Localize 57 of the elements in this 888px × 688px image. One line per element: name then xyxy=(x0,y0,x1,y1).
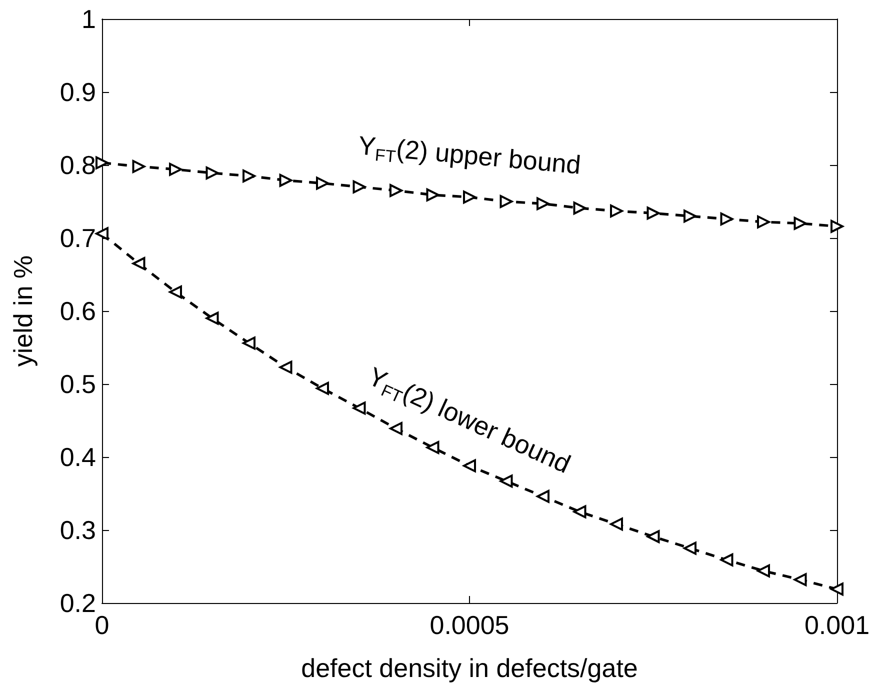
point xyxy=(426,188,440,202)
point xyxy=(536,490,550,503)
point xyxy=(206,166,219,180)
point xyxy=(352,402,366,415)
point xyxy=(720,553,734,566)
point xyxy=(390,184,402,198)
y-tick-label: 0.3 xyxy=(60,515,96,545)
point xyxy=(242,169,256,182)
y-tick-label: 1 xyxy=(82,4,96,34)
point xyxy=(426,441,440,454)
point xyxy=(500,474,513,488)
point xyxy=(757,564,770,578)
point xyxy=(316,176,329,190)
point xyxy=(279,360,292,374)
x-tick-label: 0.0005 xyxy=(430,610,510,640)
point xyxy=(242,336,256,350)
point xyxy=(132,160,146,173)
x-tick-label: 0.001 xyxy=(804,610,870,640)
point xyxy=(757,215,770,228)
point xyxy=(169,162,182,176)
point xyxy=(132,257,146,270)
point xyxy=(206,312,219,325)
x-axis-title: defect density in defects/gate xyxy=(301,653,638,683)
y-tick-label: 0.2 xyxy=(60,588,96,618)
text: Y$_{FT}$(2) upper bound xyxy=(357,130,582,180)
point xyxy=(536,197,550,210)
point xyxy=(720,212,734,226)
point xyxy=(830,220,844,233)
point xyxy=(316,382,329,395)
point xyxy=(610,518,623,531)
y-tick-label: 0.5 xyxy=(60,369,96,399)
point xyxy=(169,286,182,299)
point xyxy=(573,505,586,518)
point xyxy=(794,573,807,586)
point xyxy=(794,216,807,230)
point xyxy=(352,180,366,194)
y-tick-label: 0.8 xyxy=(60,150,96,180)
point xyxy=(500,195,513,208)
point xyxy=(646,530,660,544)
point xyxy=(684,542,696,555)
y-tick-label: 0.7 xyxy=(60,223,96,253)
point xyxy=(390,422,402,436)
point xyxy=(96,227,108,240)
point xyxy=(279,174,292,187)
y-tick-label: 0.4 xyxy=(60,442,96,472)
point xyxy=(684,210,696,223)
point xyxy=(646,206,660,220)
y-axis-title: yield in % xyxy=(8,255,38,367)
y-tick-label: 0.6 xyxy=(60,296,96,326)
point xyxy=(463,190,476,204)
point xyxy=(96,156,108,170)
point xyxy=(830,582,844,596)
point xyxy=(573,202,586,215)
x-tick-label: 0 xyxy=(94,610,110,640)
point xyxy=(463,459,476,472)
point xyxy=(610,204,623,218)
y-tick-label: 0.9 xyxy=(60,77,96,107)
